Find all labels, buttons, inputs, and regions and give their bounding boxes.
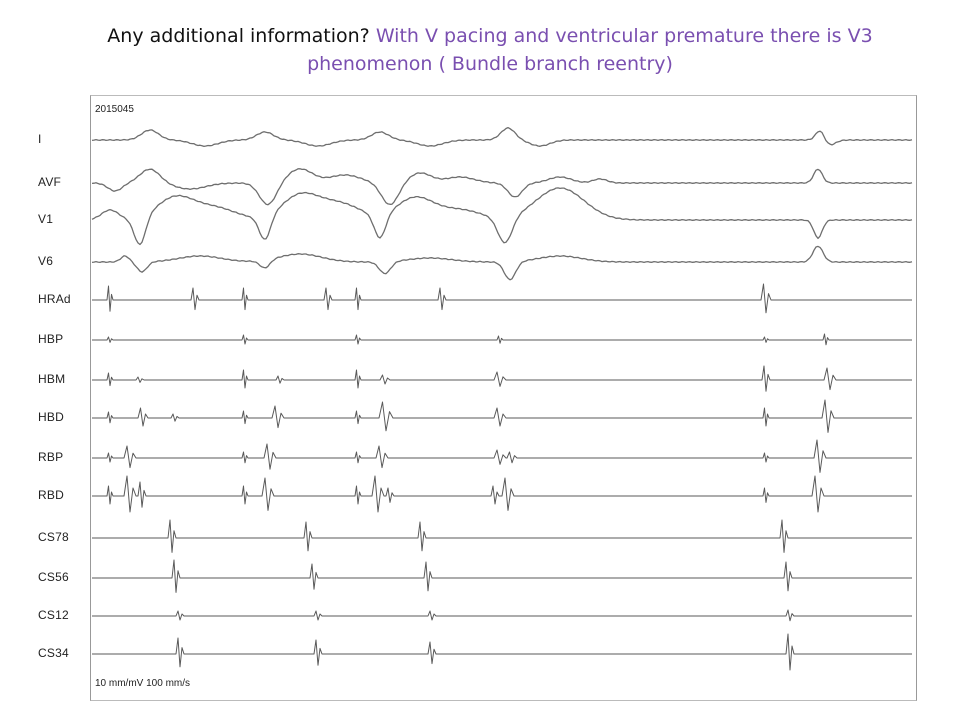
- trace-rbd: [92, 475, 912, 513]
- slide-title: Any additional information? With V pacin…: [60, 22, 920, 78]
- channel-label-rbd: RBD: [38, 488, 64, 502]
- trace-v1: [91, 187, 913, 246]
- channel-label-hbd: HBD: [38, 410, 64, 424]
- channel-label-rbp: RBP: [38, 450, 64, 464]
- channel-label-cs34: CS34: [38, 646, 69, 660]
- channel-label-avf: AVF: [38, 175, 62, 189]
- trace-cs78: [92, 519, 912, 553]
- channel-label-hbm: HBM: [38, 372, 66, 386]
- channel-label-cs56: CS56: [38, 570, 69, 584]
- channel-label-cs12: CS12: [38, 608, 69, 622]
- trace-avf: [91, 168, 913, 206]
- recording-id: 2015045: [95, 104, 134, 115]
- trace-hbp: [92, 333, 912, 346]
- trace-cs56: [92, 559, 912, 593]
- trace-hrad: [92, 283, 912, 314]
- channel-label-hrad: HRAd: [38, 292, 71, 306]
- trace-hbm: [92, 365, 912, 392]
- title-question: Any additional information?: [107, 25, 376, 47]
- channel-label-v6: V6: [38, 254, 54, 268]
- scale-annotation: 10 mm/mV 100 mm/s: [95, 678, 191, 689]
- ecg-tracing-frame: [90, 95, 917, 701]
- trace-hbd: [92, 399, 912, 433]
- channel-label-v1: V1: [38, 212, 54, 226]
- channel-label-cs78: CS78: [38, 530, 69, 544]
- channel-label-hbp: HBP: [38, 332, 64, 346]
- trace-v6: [91, 245, 913, 281]
- trace-rbp: [92, 439, 912, 473]
- trace-i: [91, 126, 913, 148]
- trace-cs34: [92, 633, 912, 671]
- channel-label-i: I: [38, 132, 42, 146]
- trace-cs12: [92, 609, 912, 622]
- title-answer: With V pacing and ventricular premature …: [307, 25, 873, 75]
